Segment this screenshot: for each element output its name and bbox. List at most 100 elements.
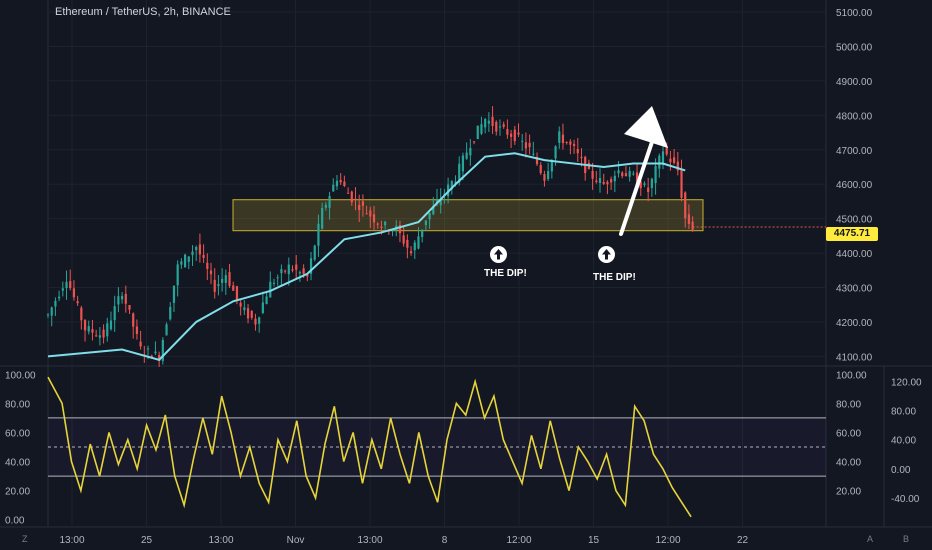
candle-body bbox=[569, 141, 572, 145]
candle bbox=[243, 300, 246, 315]
candle-body bbox=[191, 251, 194, 256]
candle bbox=[369, 206, 372, 228]
candle-body bbox=[183, 254, 187, 268]
candle bbox=[328, 191, 331, 220]
zoom-button[interactable]: Z bbox=[22, 534, 28, 544]
candle bbox=[595, 171, 598, 184]
candle bbox=[550, 159, 553, 179]
candle bbox=[50, 306, 53, 327]
chart-title: Ethereum / TetherUS, 2h, BINANCE bbox=[55, 6, 231, 18]
candle-body bbox=[169, 306, 172, 320]
candle bbox=[413, 240, 416, 259]
candle bbox=[309, 251, 313, 281]
candle bbox=[398, 220, 402, 243]
candle-body bbox=[680, 169, 683, 198]
candle-body bbox=[76, 301, 79, 304]
candle bbox=[673, 148, 676, 165]
candle bbox=[95, 329, 98, 337]
candle bbox=[439, 188, 442, 214]
candle bbox=[365, 205, 368, 215]
candle bbox=[117, 287, 120, 313]
candle-body bbox=[254, 318, 257, 325]
candle-body bbox=[547, 171, 550, 179]
candle bbox=[428, 212, 431, 229]
candle-body bbox=[561, 134, 565, 144]
time-tick-label: 8 bbox=[442, 535, 448, 546]
candle bbox=[183, 253, 187, 268]
candle bbox=[628, 166, 631, 182]
candle-body bbox=[380, 226, 383, 229]
candle bbox=[676, 151, 679, 176]
candle-body bbox=[495, 121, 498, 132]
candle bbox=[213, 268, 216, 299]
candle-body bbox=[684, 192, 687, 219]
candle-body bbox=[454, 181, 457, 184]
candle-body bbox=[206, 262, 209, 269]
candle bbox=[339, 173, 342, 185]
rsi-right-tick: 40.00 bbox=[836, 458, 861, 469]
candle bbox=[643, 181, 646, 188]
candle-body bbox=[261, 302, 264, 313]
candle bbox=[106, 317, 109, 342]
candle-body bbox=[358, 204, 361, 211]
rsi-outer-tick: 40.00 bbox=[891, 436, 916, 447]
candle bbox=[461, 152, 465, 181]
candle bbox=[361, 194, 365, 217]
candle-body bbox=[98, 335, 101, 338]
candle bbox=[232, 281, 235, 291]
candle bbox=[83, 319, 87, 342]
candle-body bbox=[346, 192, 350, 194]
candle bbox=[76, 295, 79, 306]
time-tick-label: 13:00 bbox=[59, 535, 84, 546]
candle bbox=[376, 222, 379, 229]
candle-body bbox=[176, 264, 179, 286]
candle-body bbox=[613, 175, 616, 182]
candle bbox=[417, 227, 420, 250]
time-tick-label: 25 bbox=[141, 535, 153, 546]
candle bbox=[102, 324, 105, 344]
rsi-outer-tick: -40.00 bbox=[891, 494, 920, 505]
candle bbox=[169, 302, 172, 321]
candle-body bbox=[239, 302, 242, 307]
candle bbox=[209, 262, 213, 285]
candle-body bbox=[628, 171, 631, 177]
time-tick-label: 12:00 bbox=[506, 535, 531, 546]
candle-body bbox=[243, 307, 246, 311]
candle-body bbox=[321, 208, 324, 229]
candle bbox=[491, 106, 494, 135]
candle bbox=[139, 330, 142, 350]
candle-body bbox=[213, 279, 216, 292]
candle-body bbox=[650, 178, 653, 189]
scale-mode-button[interactable]: B bbox=[903, 534, 910, 544]
candle-body bbox=[332, 184, 335, 192]
candle bbox=[272, 278, 276, 287]
candle-body bbox=[647, 187, 650, 193]
candle bbox=[524, 132, 528, 158]
candle-body bbox=[469, 147, 472, 156]
candle bbox=[143, 345, 146, 363]
candle-body bbox=[550, 160, 553, 172]
candle bbox=[606, 180, 609, 195]
candle bbox=[484, 117, 487, 134]
candle bbox=[195, 245, 198, 261]
rsi-left-tick: 100.00 bbox=[5, 370, 36, 381]
candle-body bbox=[591, 170, 594, 179]
candle-body bbox=[617, 170, 620, 174]
auto-scale-button[interactable]: A bbox=[867, 534, 874, 544]
candle bbox=[661, 144, 665, 170]
candle bbox=[54, 297, 57, 316]
candle-body bbox=[87, 326, 90, 332]
candle bbox=[335, 175, 339, 191]
candle-body bbox=[539, 165, 542, 174]
candle bbox=[554, 145, 557, 166]
candle-body bbox=[124, 293, 127, 304]
rsi-outer-tick: 80.00 bbox=[891, 407, 916, 418]
candle bbox=[624, 166, 628, 177]
candle-body bbox=[354, 198, 357, 200]
candle bbox=[198, 233, 201, 263]
candle bbox=[584, 155, 587, 181]
candle-body bbox=[284, 270, 287, 272]
candle-body bbox=[317, 223, 320, 246]
candle-body bbox=[428, 212, 431, 220]
